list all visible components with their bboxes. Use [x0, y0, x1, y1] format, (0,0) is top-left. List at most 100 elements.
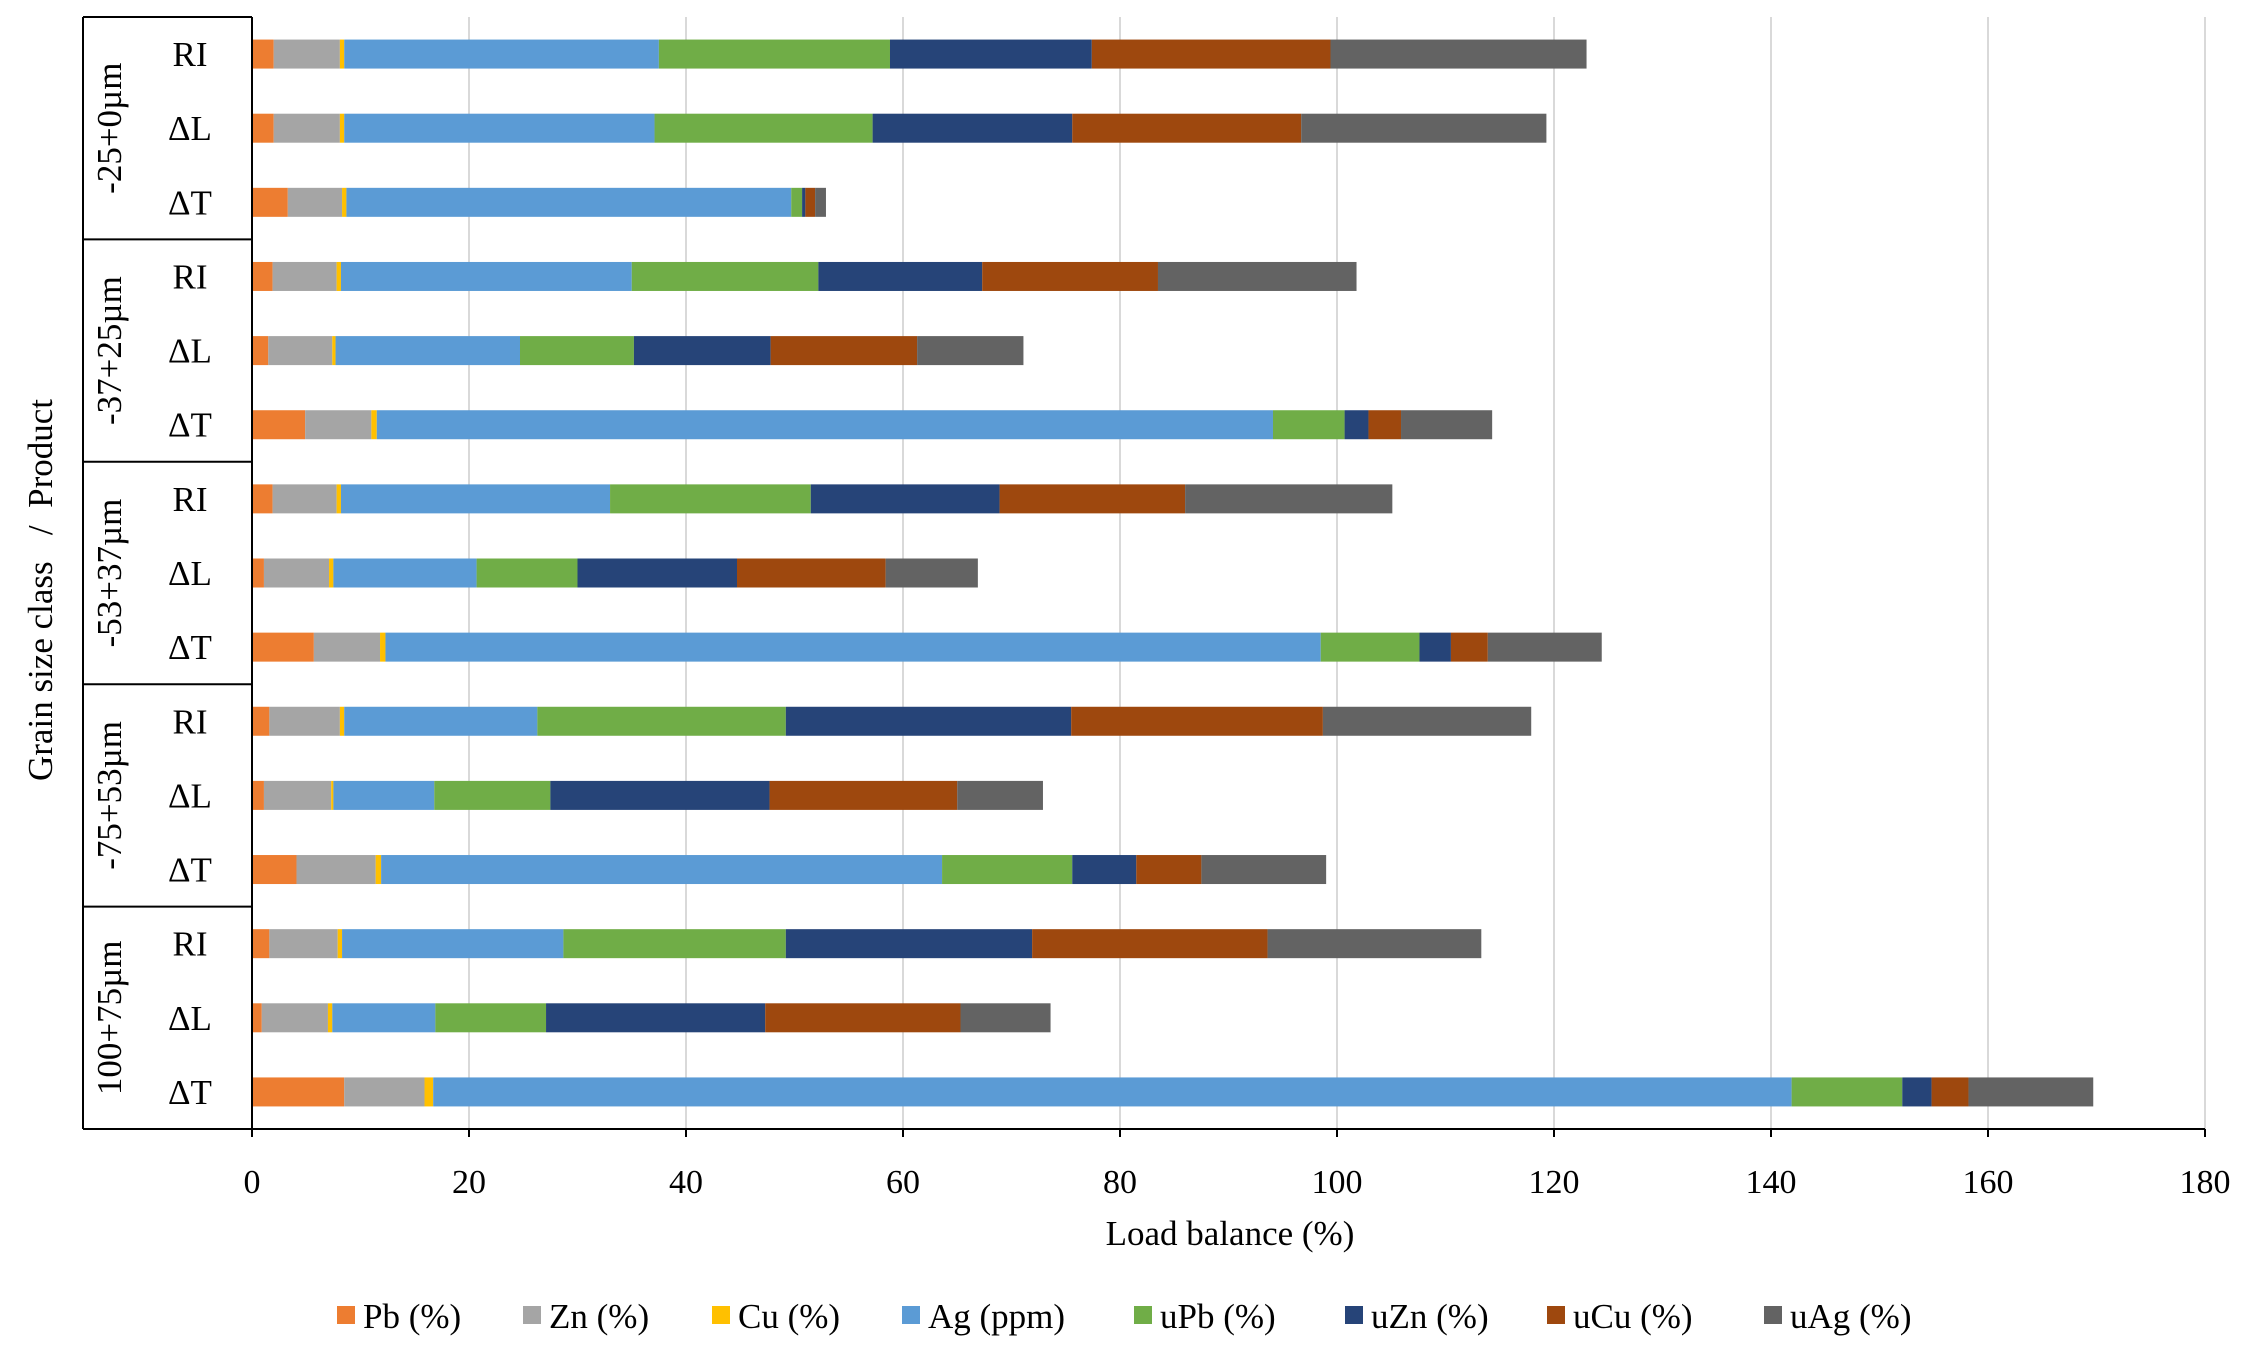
- legend-label: Pb (%): [363, 1297, 461, 1336]
- bar-segment: [1320, 632, 1420, 662]
- bar-segment: [818, 261, 983, 291]
- bar-segment: [785, 929, 1033, 959]
- bar-segment: [942, 855, 1073, 885]
- group-label: 100+75µm: [90, 940, 129, 1095]
- product-label: ΔT: [168, 183, 212, 222]
- bar-segment: [252, 410, 306, 440]
- bar-segment: [340, 261, 632, 291]
- bar-segment: [331, 780, 334, 810]
- bar-segment: [252, 780, 264, 810]
- legend-swatch: [523, 1306, 541, 1324]
- bar-segment: [332, 1003, 436, 1033]
- bar-segment: [380, 632, 386, 662]
- y-category-labels: -25+0µm RI ΔL ΔT -37+25µm RI ΔL ΔT -53+37µm RI ΔL Δ…: [90, 35, 212, 1112]
- bar-segment: [342, 929, 564, 959]
- product-label: ΔT: [168, 1073, 212, 1112]
- legend-label: uAg (%): [1790, 1297, 1912, 1336]
- bar-segment: [272, 261, 337, 291]
- bar-segment: [261, 1003, 328, 1033]
- bar-segment: [1487, 632, 1602, 662]
- bar-segment: [269, 929, 338, 959]
- bar-segment: [982, 261, 1158, 291]
- x-tick-label: 160: [1963, 1164, 2014, 1201]
- product-label: RI: [173, 702, 208, 741]
- legend-swatch: [1547, 1306, 1565, 1324]
- bar-segment: [1267, 929, 1482, 959]
- bar-segment: [435, 1003, 547, 1033]
- bar-segment: [252, 484, 273, 514]
- bar-segment: [305, 410, 372, 440]
- group-label: -25+0µm: [90, 63, 129, 194]
- legend-label: Zn (%): [549, 1297, 649, 1336]
- bar-segment: [252, 1077, 345, 1107]
- x-tick-label: 120: [1529, 1164, 1580, 1201]
- bar-segment: [1157, 261, 1357, 291]
- bar-segment: [791, 187, 803, 217]
- bar-segment: [344, 113, 655, 143]
- category-frame: [82, 16, 2206, 1137]
- bar-segment: [336, 484, 341, 514]
- group-label: -75+53µm: [90, 721, 129, 870]
- bar-segment: [810, 484, 1000, 514]
- bar-segment: [252, 261, 273, 291]
- bar-segment: [272, 484, 337, 514]
- bar-segment: [339, 39, 345, 69]
- bar-segment: [1072, 113, 1302, 143]
- x-tick-label: 40: [669, 1164, 703, 1201]
- bar-segment: [885, 558, 978, 588]
- x-tick-label: 180: [2180, 1164, 2231, 1201]
- product-label: RI: [173, 480, 208, 519]
- bar-segment: [252, 929, 270, 959]
- bar-segment: [654, 113, 873, 143]
- legend-label: Ag (ppm): [928, 1297, 1065, 1336]
- bar-segment: [1301, 113, 1547, 143]
- bar-segment: [785, 706, 1072, 736]
- bar-segment: [957, 780, 1043, 810]
- bar-segment: [736, 558, 886, 588]
- bar-segment: [424, 1077, 434, 1107]
- bar-segment: [1791, 1077, 1903, 1107]
- product-label: ΔL: [168, 332, 212, 371]
- bar-segment: [999, 484, 1186, 514]
- bar-segment: [333, 780, 435, 810]
- x-tick-label: 60: [886, 1164, 920, 1201]
- product-label: RI: [173, 925, 208, 964]
- bar-segment: [344, 39, 659, 69]
- product-label: ΔL: [168, 554, 212, 593]
- legend-label: uCu (%): [1573, 1297, 1693, 1336]
- bar-segment: [1330, 39, 1587, 69]
- bar-segment: [375, 855, 382, 885]
- bar-segment: [1344, 410, 1369, 440]
- bar-segment: [1185, 484, 1393, 514]
- bar-segment: [327, 1003, 333, 1033]
- bar-segment: [1136, 855, 1202, 885]
- bar-segment: [252, 113, 274, 143]
- legend-swatch: [337, 1306, 355, 1324]
- bar-segment: [287, 187, 343, 217]
- bar-segment: [333, 558, 477, 588]
- bar-segment: [1902, 1077, 1932, 1107]
- bar-segment: [577, 558, 737, 588]
- bar-segment: [658, 39, 890, 69]
- bar-segment: [1968, 1077, 2094, 1107]
- bar-segment: [631, 261, 819, 291]
- bar-segment: [252, 39, 274, 69]
- y-axis-title: Grain size class / Product: [21, 399, 60, 781]
- bar-segment: [371, 410, 377, 440]
- bar-segment: [550, 780, 770, 810]
- bar-segment: [252, 1003, 262, 1033]
- x-axis-title: Load balance (%): [1106, 1214, 1355, 1253]
- bar-segment: [769, 780, 958, 810]
- x-tick-label: 20: [452, 1164, 486, 1201]
- bar-segment: [1322, 706, 1532, 736]
- bar-segment: [1368, 410, 1402, 440]
- bar-segment: [336, 261, 341, 291]
- bar-segment: [376, 410, 1273, 440]
- bar-segment: [339, 706, 345, 736]
- bar-segment: [434, 780, 551, 810]
- bar-segment: [329, 558, 334, 588]
- bar-segment: [332, 336, 336, 366]
- bar-segment: [340, 484, 611, 514]
- bar-segment: [1401, 410, 1493, 440]
- bar-segment: [610, 484, 811, 514]
